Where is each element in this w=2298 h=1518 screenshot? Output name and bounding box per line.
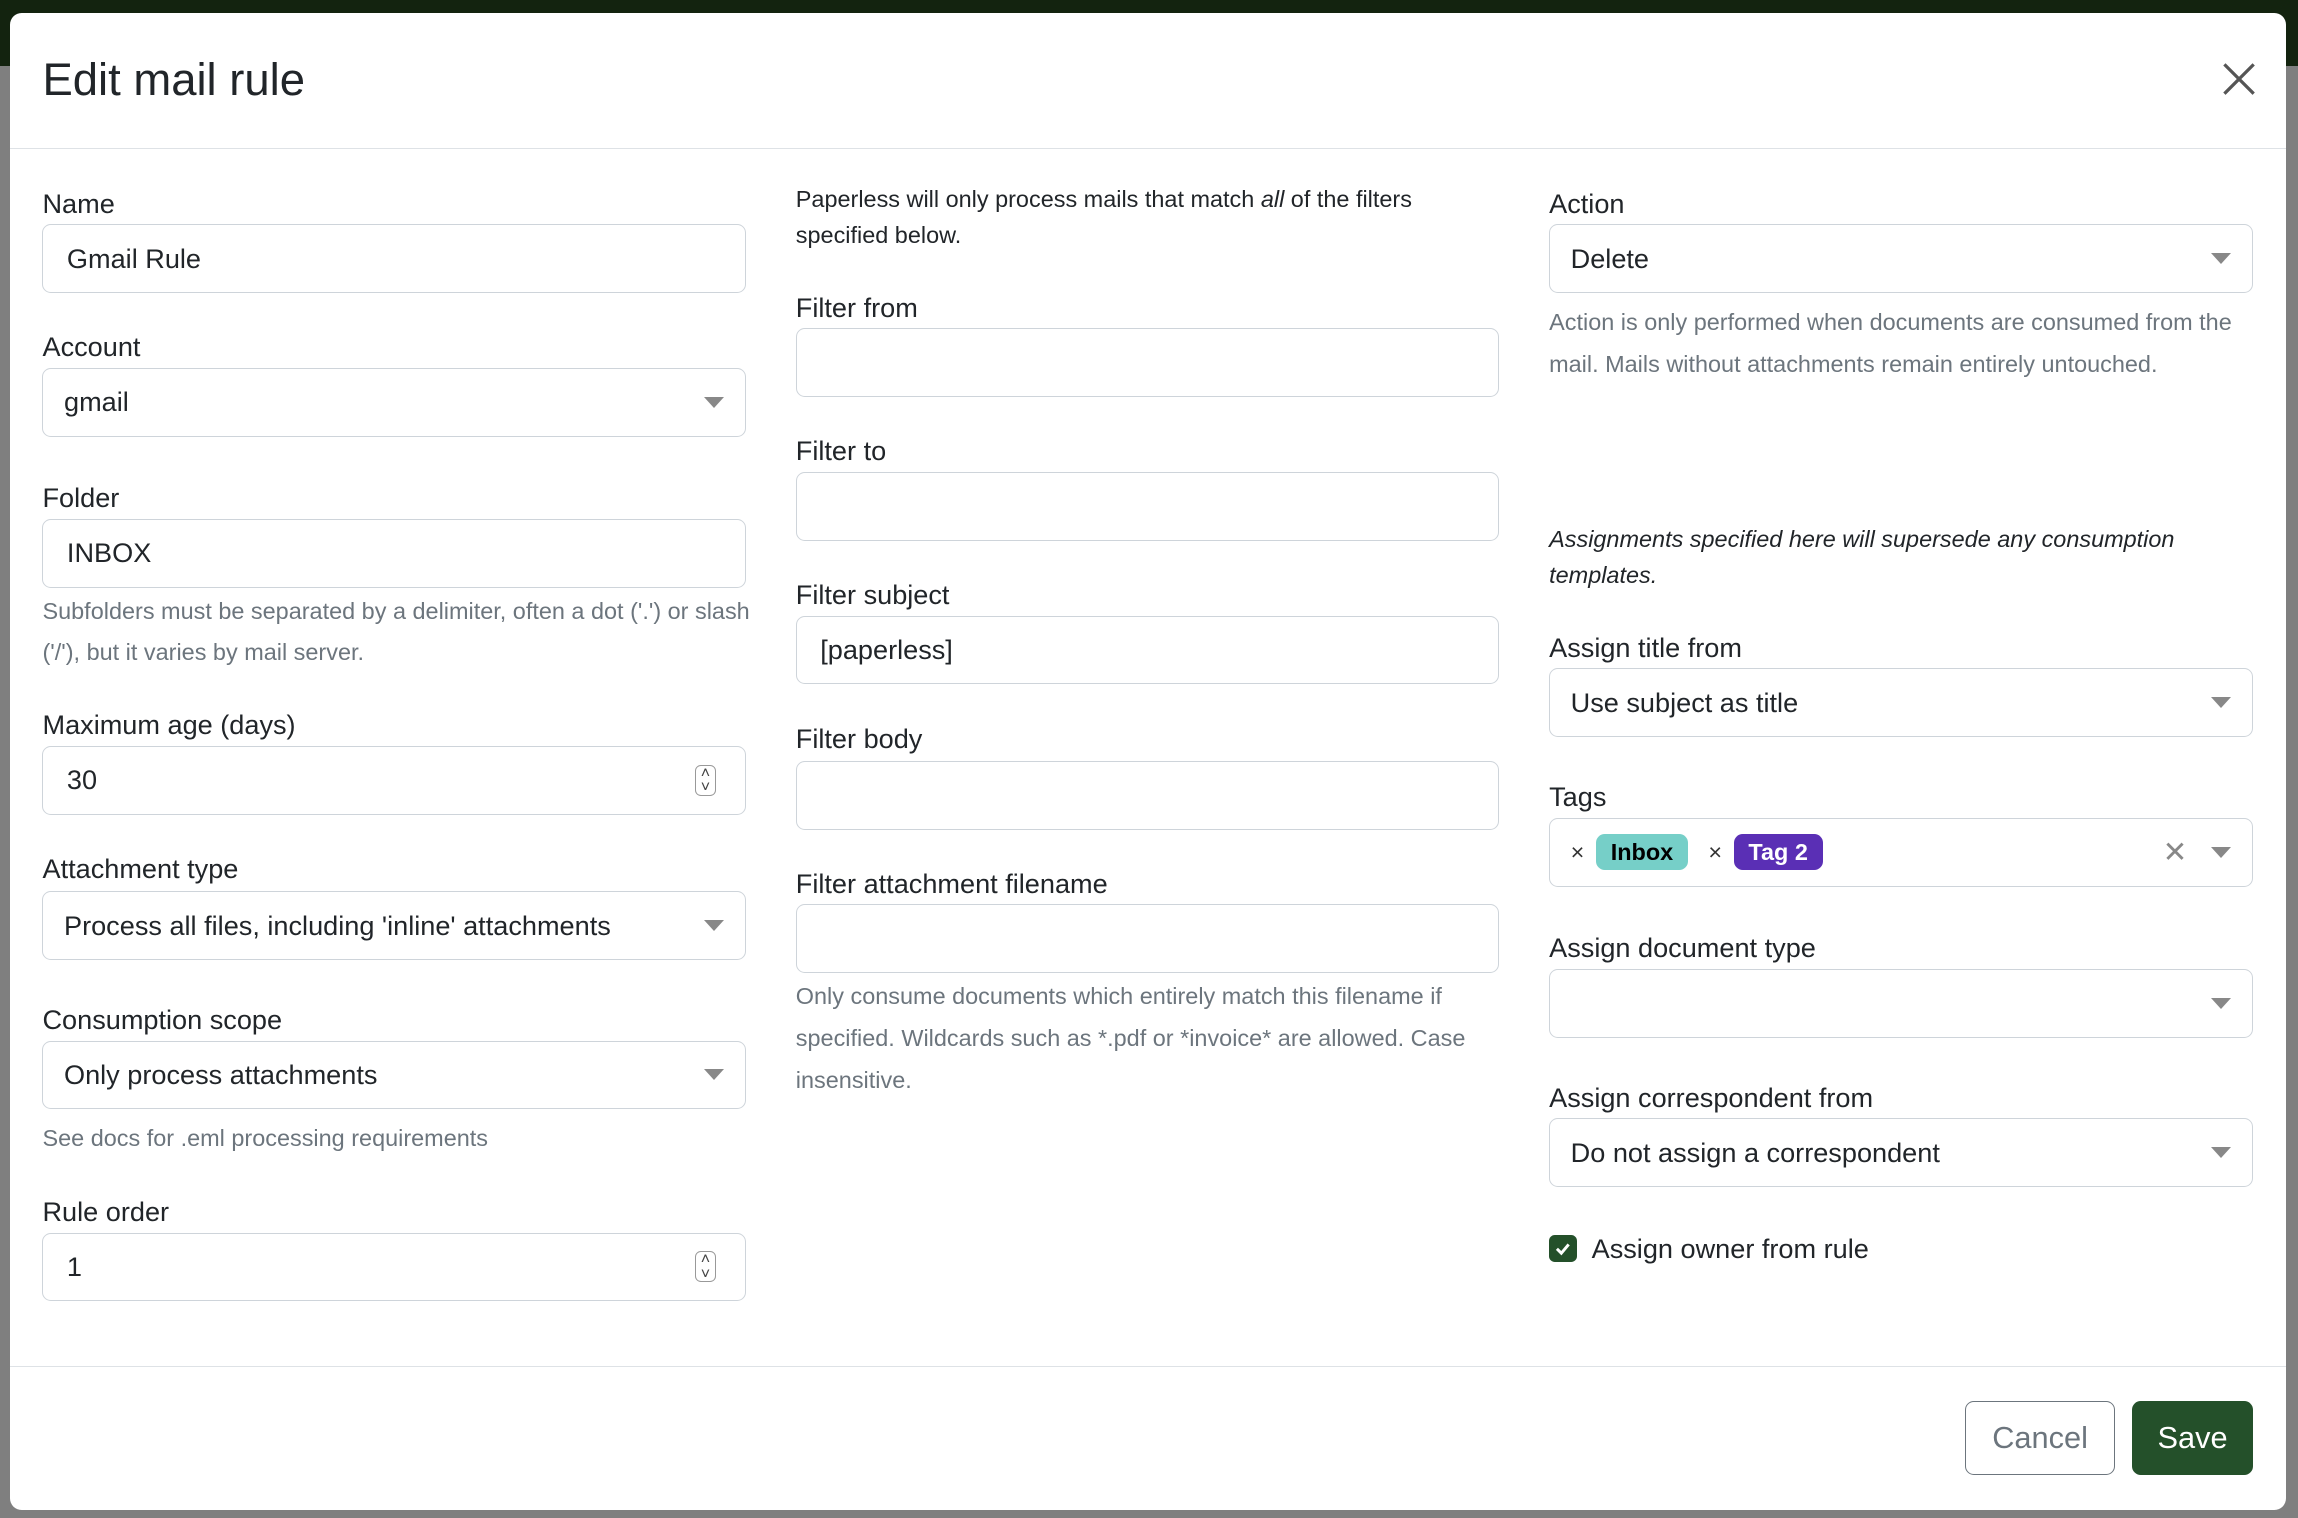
chevron-down-icon [2211,253,2232,264]
cancel-button[interactable]: Cancel [1965,1400,2115,1476]
tags-select[interactable]: × Inbox × Tag 2 ✕ [1549,817,2253,887]
intro-emphasis: all [1260,185,1285,212]
assignments-note: Assignments specified here will supersed… [1549,525,2175,588]
action-help: Action is only performed when documents … [1549,308,2232,377]
modal-header: Edit mail rule [10,13,2287,150]
max-age-value: 30 [66,764,98,796]
chevron-down-icon [2211,697,2232,708]
chevron-down-icon [704,919,725,931]
max-age-label: Maximum age (days) [42,709,296,741]
folder-help: Subfolders must be separated by a delimi… [42,597,750,666]
assign-owner-checkbox-row[interactable]: Assign owner from rule [1549,1233,1869,1265]
filters-intro: Paperless will only process mails that m… [796,182,1499,254]
correspondent-select[interactable]: Do not assign a correspondent [1549,1118,2253,1188]
filter-subject-input[interactable]: [paperless] [795,615,1500,685]
consumption-scope-value: Only process attachments [64,1059,378,1090]
tag-badge: Inbox [1596,834,1688,871]
chevron-down-icon [2211,846,2232,858]
consumption-scope-help: See docs for .eml processing requirement… [42,1125,489,1152]
filter-attachment-label: Filter attachment filename [795,867,1108,899]
assign-title-value: Use subject as title [1570,686,1799,718]
remove-tag-icon[interactable]: × [1708,838,1723,865]
consumption-scope-select[interactable]: Only process attachments [42,1040,746,1110]
correspondent-value: Do not assign a correspondent [1570,1136,1940,1168]
action-select[interactable]: Delete [1549,224,2253,294]
doc-type-label: Assign document type [1549,932,1816,964]
consumption-scope-label: Consumption scope [42,1003,283,1035]
action-value: Delete [1570,242,1650,274]
clear-all-icon[interactable]: ✕ [2162,835,2188,869]
remove-tag-icon[interactable]: × [1570,838,1585,865]
rule-order-label: Rule order [42,1195,170,1227]
filter-subject-value: [paperless] [820,633,953,665]
save-button[interactable]: Save [2132,1400,2253,1476]
folder-value: INBOX [66,537,152,569]
filter-body-label: Filter body [795,722,923,754]
modal-title: Edit mail rule [42,54,306,106]
intro-text: Paperless will only process mails that m… [795,185,1261,212]
filter-from-label: Filter from [795,291,918,323]
edit-mail-rule-dialog: Edit mail rule Name Gmail Rule Account g… [10,13,2287,1510]
assign-owner-label: Assign owner from rule [1591,1232,1869,1264]
doc-type-select[interactable] [1549,968,2253,1038]
assign-title-label: Assign title from [1549,631,1742,663]
filter-to-input[interactable] [795,471,1500,541]
action-label: Action [1549,187,1625,219]
filter-attachment-input[interactable] [795,904,1500,974]
checkbox-checked-icon[interactable] [1549,1234,1577,1263]
chevron-down-icon [704,1069,725,1080]
intro-text-end: of the filters specified below. [795,185,1412,248]
chevron-down-icon [2211,1147,2232,1158]
correspondent-label: Assign correspondent from [1549,1081,1874,1113]
close-icon[interactable] [2220,60,2258,98]
filter-attachment-help: Only consume documents which entirely ma… [795,983,1466,1093]
tags-label: Tags [1549,781,1607,813]
filter-body-input[interactable] [795,760,1500,830]
modal-footer: Cancel Save [10,1365,2287,1510]
folder-label: Folder [42,482,120,514]
folder-input[interactable]: INBOX [42,518,746,588]
filter-from-input[interactable] [795,328,1500,398]
name-value: Gmail Rule [66,242,201,274]
max-age-input[interactable]: 30 ˄ ˅ [42,745,746,815]
rule-order-input[interactable]: 1 ˄ ˅ [42,1232,746,1302]
attachment-type-value: Process all files, including 'inline' at… [64,909,611,941]
attachment-type-label: Attachment type [42,852,239,884]
account-select[interactable]: gmail [42,367,746,437]
attachment-type-select[interactable]: Process all files, including 'inline' at… [42,891,746,960]
name-label: Name [42,187,115,219]
tag-badge: Tag 2 [1733,834,1823,871]
account-value: gmail [64,386,129,418]
chevron-down-icon [2211,997,2232,1009]
rule-order-value: 1 [66,1251,82,1282]
stepper-icon[interactable]: ˄ ˅ [695,764,716,796]
stepper-icon[interactable]: ˄ ˅ [695,1251,716,1283]
name-input[interactable]: Gmail Rule [42,224,746,294]
chevron-down-icon [704,396,725,408]
filter-to-label: Filter to [795,435,887,467]
assign-title-select[interactable]: Use subject as title [1549,668,2253,738]
filter-subject-label: Filter subject [795,578,950,610]
account-label: Account [42,331,141,363]
